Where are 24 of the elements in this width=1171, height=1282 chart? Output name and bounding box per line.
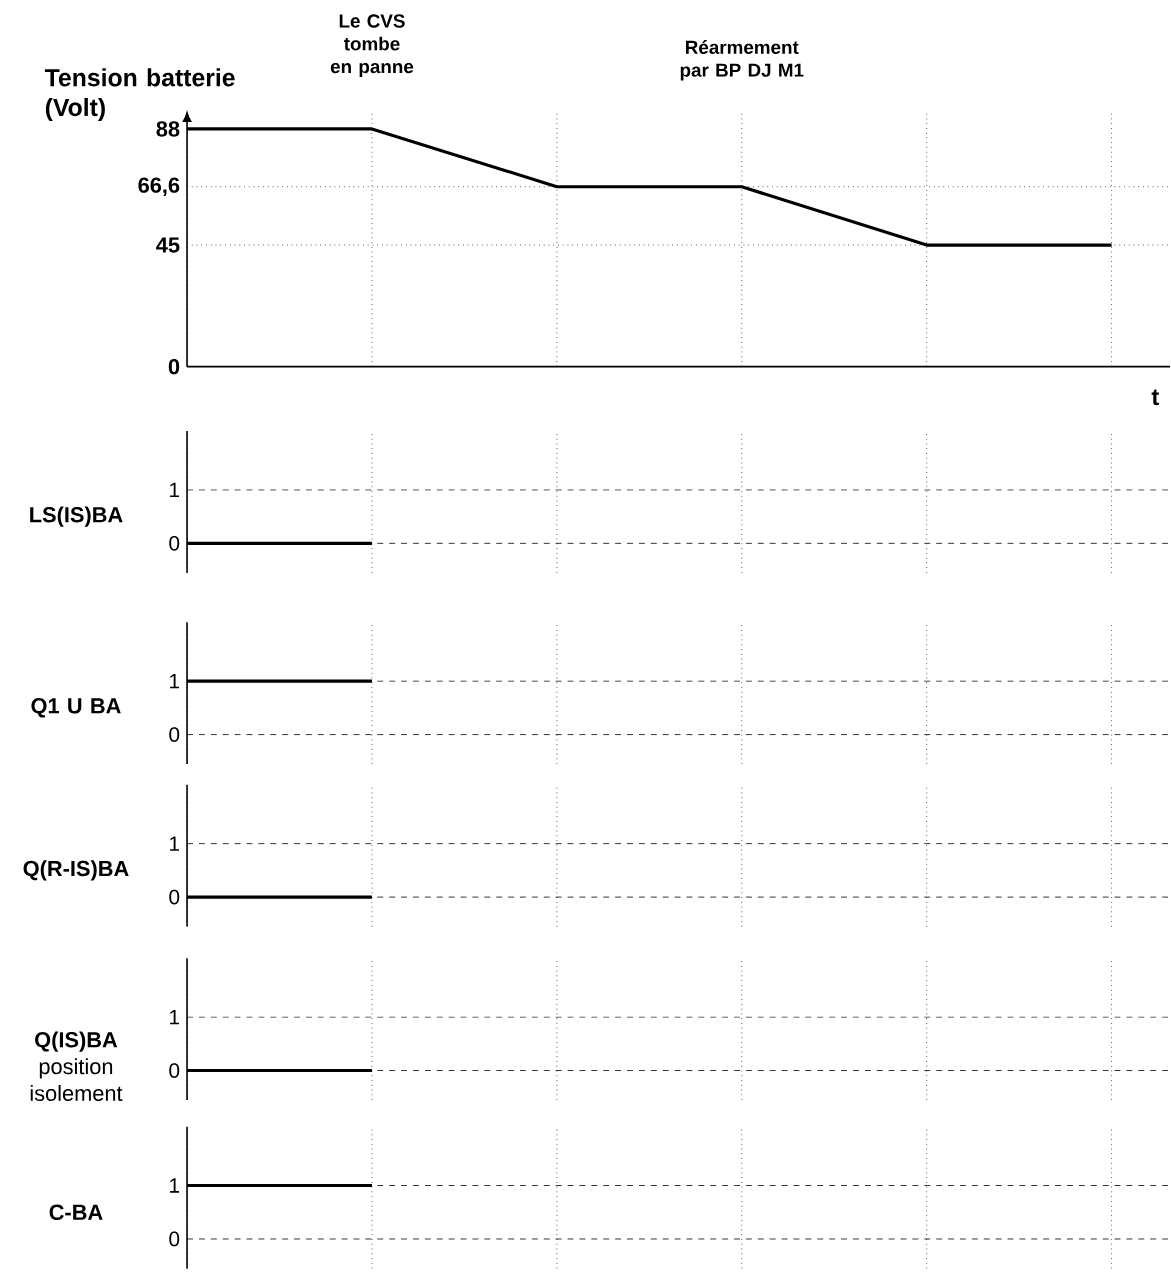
y-tick-label: 1: [170, 836, 180, 851]
y-axis-title: Q(IS)BA: [35, 1031, 118, 1052]
y-axis-title: C-BA: [49, 1204, 103, 1220]
y-tick-label: 88: [156, 121, 180, 137]
y-axis-title: Q1 U BA: [31, 698, 121, 718]
y-tick-label: 1: [170, 673, 180, 689]
y-tick-label: 1: [170, 1009, 180, 1025]
y-axis-title: Tension batterie (Volt): [45, 68, 235, 122]
y-tick-label: 0: [169, 1231, 180, 1247]
text: position isolement: [30, 1058, 123, 1102]
y-tick-label: 0: [169, 889, 180, 905]
y-tick-label: 45: [156, 237, 180, 253]
y-tick-label: 1: [170, 482, 180, 498]
y-tick-label: 1: [170, 1178, 180, 1193]
y-tick-label: 0: [169, 535, 180, 551]
text: Réarmement par BP DJ M1: [680, 40, 804, 81]
y-tick-label: 66,6: [138, 177, 180, 197]
y-tick-label: 0: [169, 727, 180, 742]
y-tick-label: 0: [168, 358, 180, 375]
x-axis-title: t: [1151, 389, 1160, 406]
y-tick-label: 0: [169, 1063, 180, 1078]
y-axis-title: LS(IS)BA: [30, 506, 123, 527]
text: Le CVS tombe en panne: [330, 14, 414, 77]
y-axis-title: Q(R-IS)BA: [23, 860, 129, 881]
